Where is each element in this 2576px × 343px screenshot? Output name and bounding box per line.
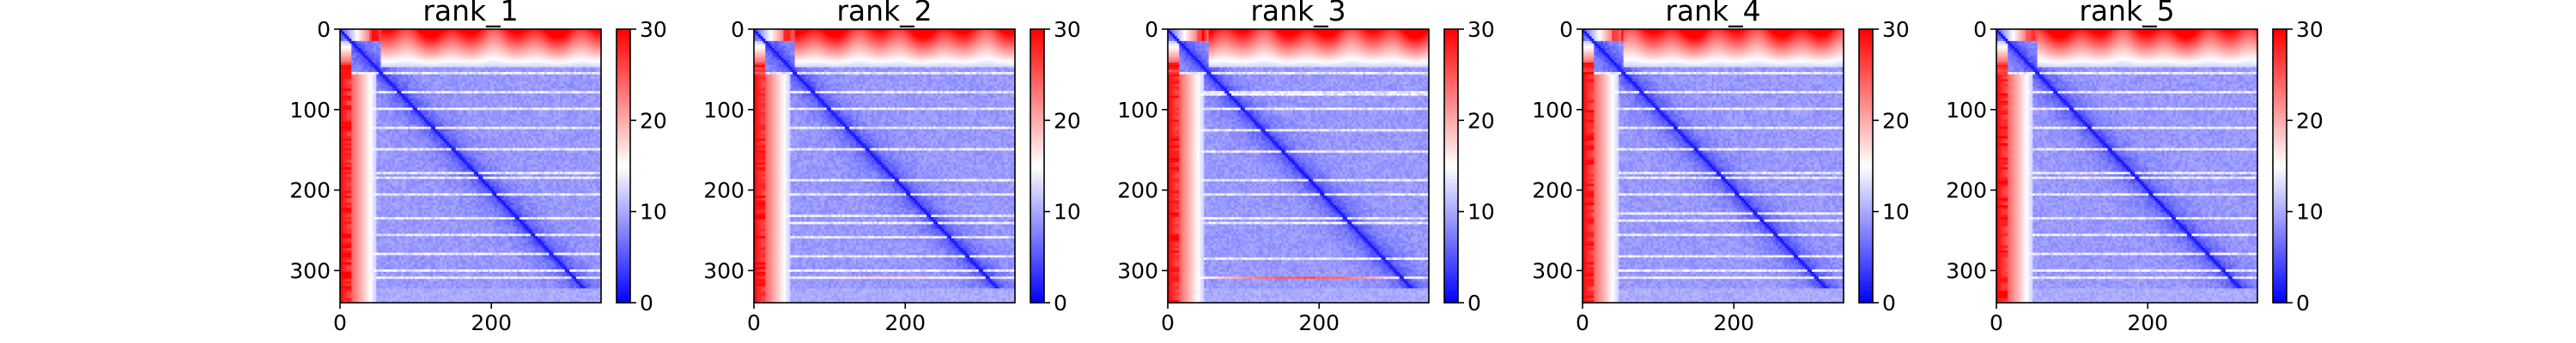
heatmap-cells [340,29,602,304]
